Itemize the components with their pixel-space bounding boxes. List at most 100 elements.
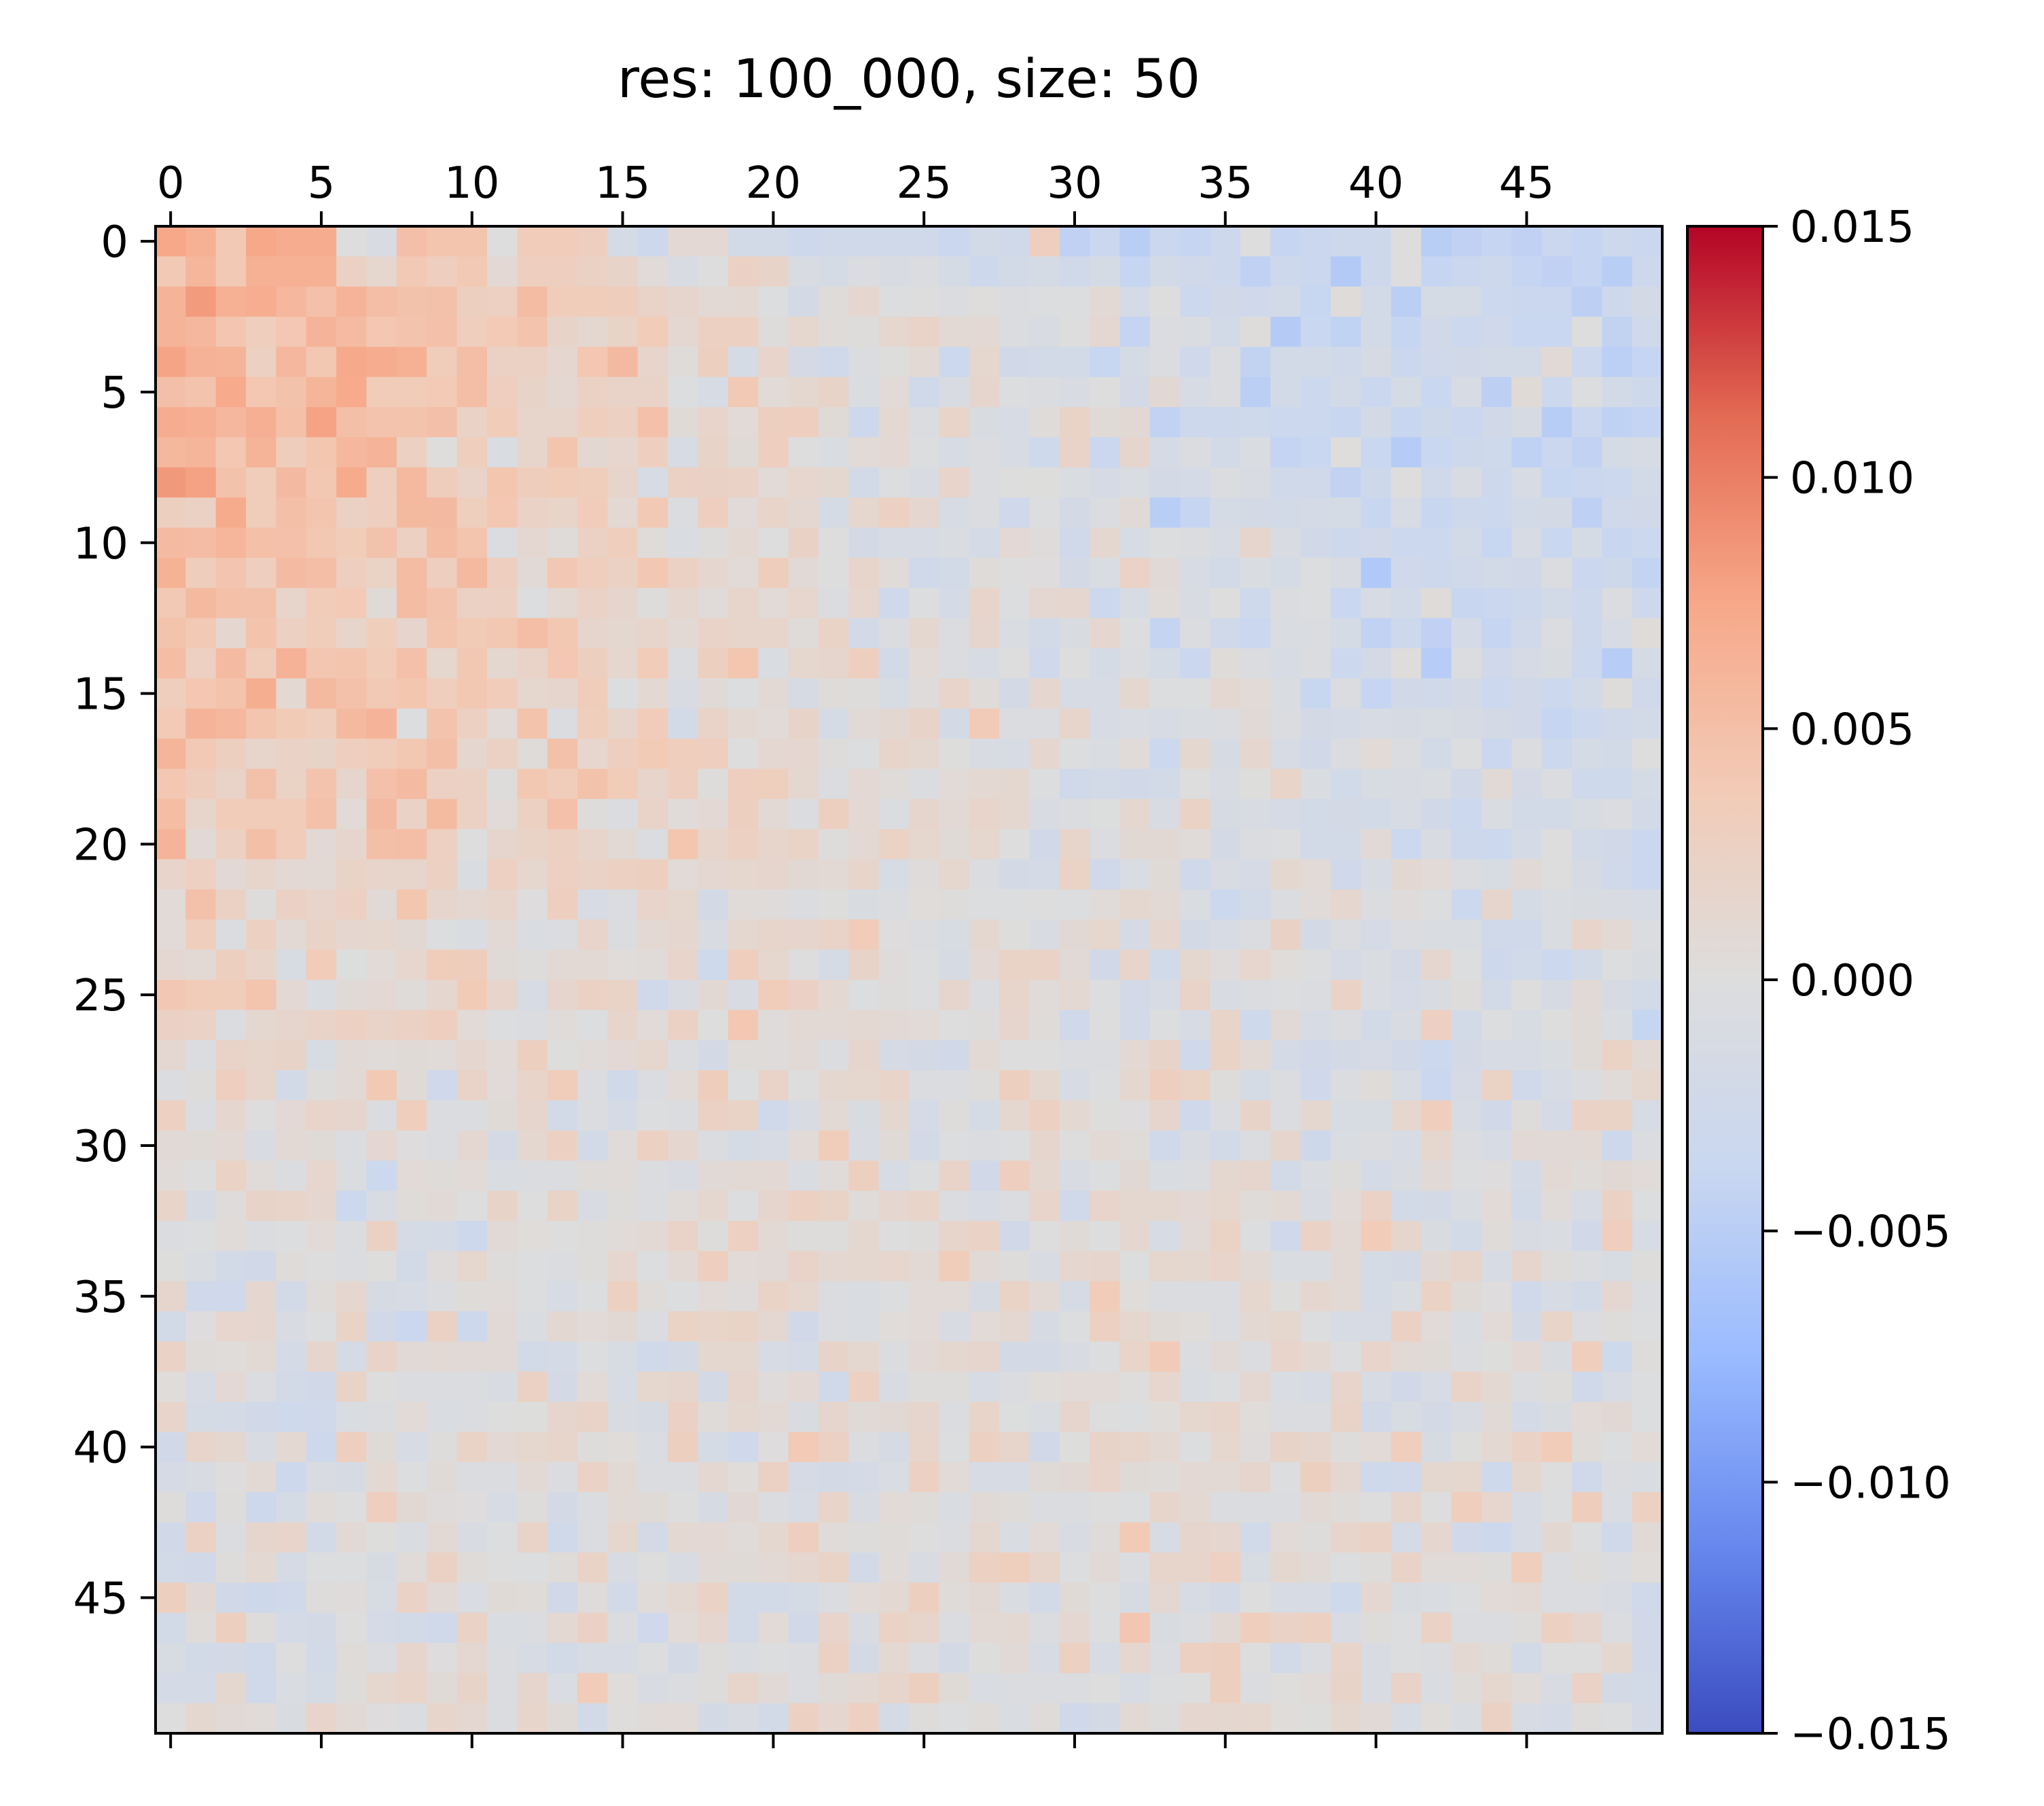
heatmap-cell — [215, 1612, 247, 1644]
heatmap-cell — [1119, 376, 1151, 408]
heatmap-cell — [999, 1642, 1030, 1674]
heatmap-cell — [396, 1582, 427, 1614]
heatmap-cell — [547, 739, 578, 770]
heatmap-cell — [276, 376, 307, 408]
heatmap-cell — [1451, 256, 1482, 287]
heatmap-cell — [1029, 980, 1060, 1010]
heatmap-cell — [366, 437, 397, 468]
heatmap-cell — [758, 1100, 789, 1131]
heatmap-cell — [1240, 437, 1271, 468]
heatmap-cell — [1119, 739, 1151, 770]
heatmap-cell — [1421, 588, 1452, 619]
heatmap-cell — [1451, 739, 1482, 770]
heatmap-cell — [1149, 1612, 1181, 1644]
heatmap-cell — [156, 1040, 186, 1071]
heatmap-cell — [547, 1432, 578, 1463]
heatmap-cell — [1511, 859, 1543, 890]
heatmap-cell — [517, 1371, 548, 1402]
heatmap-cell — [1029, 1492, 1060, 1523]
heatmap-cell — [185, 376, 217, 408]
heatmap-cell — [577, 1100, 608, 1131]
heatmap-cell — [788, 919, 819, 951]
heatmap-cell — [215, 1492, 247, 1523]
heatmap-cell — [1541, 1462, 1573, 1493]
heatmap-cell — [999, 678, 1030, 709]
heatmap-cell — [396, 1522, 427, 1553]
heatmap-cell — [517, 1462, 548, 1493]
heatmap-cell — [728, 708, 759, 739]
heatmap-cell — [999, 467, 1030, 498]
heatmap-cell — [1119, 708, 1151, 739]
heatmap-cell — [185, 1432, 217, 1463]
heatmap-cell — [156, 1522, 186, 1553]
heatmap-cell — [396, 527, 427, 559]
heatmap-cell — [547, 1642, 578, 1674]
heatmap-cell — [1421, 407, 1452, 438]
heatmap-cell — [276, 1100, 307, 1131]
heatmap-cell — [607, 678, 639, 709]
heatmap-cell — [1481, 557, 1512, 588]
heatmap-cell — [1331, 949, 1361, 980]
heatmap-cell — [1541, 919, 1573, 951]
heatmap-cell — [1270, 1642, 1302, 1674]
heatmap-cell — [427, 1281, 458, 1312]
heatmap-cell — [1331, 407, 1361, 438]
heatmap-cell — [698, 798, 729, 830]
heatmap-cell — [1270, 1220, 1302, 1252]
heatmap-cell — [1180, 919, 1211, 951]
heatmap-cell — [1180, 889, 1211, 920]
heatmap-cell — [577, 1281, 608, 1312]
heatmap-cell — [848, 256, 880, 287]
heatmap-cell — [1571, 798, 1602, 830]
heatmap-cell — [1270, 980, 1302, 1010]
heatmap-cell — [1059, 1281, 1090, 1312]
heatmap-cell — [486, 1462, 518, 1493]
heatmap-cell — [668, 618, 699, 649]
heatmap-cell — [185, 739, 217, 770]
heatmap-cell — [1059, 467, 1090, 498]
heatmap-cell — [637, 678, 668, 709]
heatmap-cell — [306, 226, 337, 257]
heatmap-cell — [1511, 1432, 1543, 1463]
heatmap-cell — [728, 317, 759, 348]
heatmap-cell — [969, 1582, 1000, 1614]
heatmap-cell — [848, 1462, 880, 1493]
heatmap-cell — [215, 1251, 247, 1282]
heatmap-cell — [396, 1281, 427, 1312]
heatmap-cell — [336, 1190, 367, 1222]
heatmap-cell — [1210, 798, 1241, 830]
heatmap-cell — [185, 1190, 217, 1222]
heatmap-cell — [427, 768, 458, 800]
heatmap-cell — [185, 919, 217, 951]
heatmap-cell — [698, 1703, 729, 1734]
heatmap-cell — [788, 889, 819, 920]
heatmap-cell — [1541, 1281, 1573, 1312]
heatmap-cell — [427, 708, 458, 739]
heatmap-cell — [1541, 1070, 1573, 1101]
heatmap-cell — [1029, 317, 1060, 348]
heatmap-cell — [366, 376, 397, 408]
heatmap-cell — [1391, 1522, 1422, 1553]
heatmap-cell — [939, 1070, 970, 1101]
heatmap-cell — [1511, 1522, 1543, 1553]
heatmap-cell — [1270, 1251, 1302, 1282]
heatmap-cell — [396, 889, 427, 920]
heatmap-cell — [306, 889, 337, 920]
heatmap-cell — [1331, 1341, 1361, 1373]
heatmap-cell — [486, 1522, 518, 1553]
heatmap-cell — [698, 1673, 729, 1704]
heatmap-cell — [427, 1402, 458, 1432]
heatmap-cell — [246, 618, 277, 649]
heatmap-cell — [517, 1341, 548, 1373]
heatmap-cell — [1602, 919, 1633, 951]
heatmap-cell — [517, 226, 548, 257]
heatmap-cell — [246, 557, 277, 588]
heatmap-cell — [1331, 1100, 1361, 1131]
heatmap-cell — [728, 1612, 759, 1644]
heatmap-cell — [547, 1130, 578, 1161]
heatmap-cell — [1090, 1642, 1121, 1674]
heatmap-cell — [185, 1462, 217, 1493]
heatmap-cell — [1421, 1341, 1452, 1373]
heatmap-cell — [1240, 1492, 1271, 1523]
heatmap-cell — [185, 889, 217, 920]
